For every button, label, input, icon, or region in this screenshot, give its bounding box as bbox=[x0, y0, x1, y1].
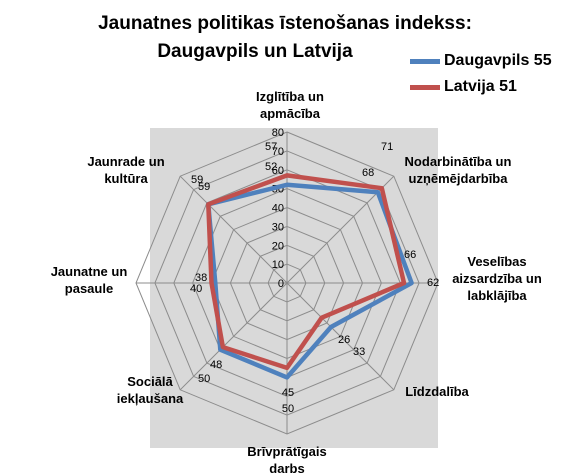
legend-label-latvija: Latvija 51 bbox=[444, 78, 517, 95]
tick-label: 30 bbox=[272, 221, 284, 233]
data-label-1-2: 62 bbox=[427, 277, 439, 289]
tick-label: 80 bbox=[272, 127, 284, 139]
category-label: Jaunatne un pasaule bbox=[51, 264, 128, 296]
legend-swatch-latvija bbox=[410, 84, 440, 90]
data-label-1-5: 48 bbox=[210, 359, 222, 371]
series-line-1 bbox=[206, 173, 407, 371]
data-label-0-2: 66 bbox=[404, 249, 416, 261]
grid-spoke bbox=[286, 282, 395, 391]
grid-spoke bbox=[179, 282, 288, 391]
data-label-1-3: 26 bbox=[338, 334, 350, 346]
chart-title: Jaunatnes politikas īstenošanas indekss:… bbox=[0, 10, 570, 66]
legend: Daugavpils 55 Latvija 51 bbox=[410, 48, 552, 100]
data-label-1-4: 45 bbox=[282, 387, 294, 399]
legend-entry-latvija: Latvija 51 bbox=[410, 74, 552, 100]
tick-label: 10 bbox=[272, 259, 284, 271]
tick-label: 40 bbox=[272, 203, 284, 215]
category-label: Veselības aizsardzība un labklājība bbox=[452, 254, 542, 303]
category-label-line: Sociālā bbox=[127, 374, 173, 389]
category-label: Izglītība un apmācība bbox=[256, 89, 324, 121]
grid-spoke bbox=[179, 175, 288, 284]
category-label-line: iekļaušana bbox=[117, 391, 184, 406]
legend-label-daugavpils: Daugavpils 55 bbox=[444, 52, 552, 69]
chart-subtitle: Daugavpils un Latvija bbox=[157, 41, 353, 62]
data-label-0-3: 33 bbox=[353, 346, 365, 358]
data-label-0-6: 38 bbox=[195, 272, 207, 284]
legend-swatch-daugavpils bbox=[410, 58, 440, 64]
category-label-line: Veselības bbox=[467, 254, 526, 269]
tick-label: 20 bbox=[272, 240, 284, 252]
data-label-1-7: 59 bbox=[191, 174, 203, 186]
tick-label: 60 bbox=[272, 165, 284, 177]
category-label-line: Jaunatne un bbox=[51, 264, 128, 279]
category-label-line: Jaunrade un bbox=[87, 154, 164, 169]
tick-label: 0 bbox=[278, 278, 284, 290]
category-label: Līdzdalība bbox=[405, 384, 469, 399]
category-label: Jaunrade un kultūra bbox=[87, 154, 164, 186]
category-label: Nodarbinātība un uzņēmējdarbība bbox=[405, 154, 512, 186]
category-label-line: Nodarbinātība un bbox=[405, 154, 512, 169]
data-label-0-4: 50 bbox=[282, 403, 294, 415]
chart-title-line1: Jaunatnes politikas īstenošanas indekss: bbox=[98, 13, 472, 34]
data-label-0-0: 52 bbox=[265, 161, 277, 173]
category-label-line: kultūra bbox=[104, 171, 148, 186]
category-label-line: darbs bbox=[269, 461, 304, 475]
data-label-0-5: 50 bbox=[198, 373, 210, 385]
category-label-line: Izglītība un bbox=[256, 89, 324, 104]
legend-entry-daugavpils: Daugavpils 55 bbox=[410, 48, 552, 74]
category-label-line: aizsardzība un bbox=[452, 271, 542, 286]
category-label-line: apmācība bbox=[260, 106, 321, 121]
data-label-1-0: 57 bbox=[265, 141, 277, 153]
category-label-line: labklājība bbox=[467, 288, 527, 303]
category-label-line: Brīvprātīgais bbox=[247, 444, 326, 459]
category-label-line: Līdzdalība bbox=[405, 384, 469, 399]
category-label-line: pasaule bbox=[65, 281, 113, 296]
tick-label: 70 bbox=[272, 146, 284, 158]
data-label-0-7: 59 bbox=[198, 181, 210, 193]
category-label: Brīvprātīgais darbs bbox=[247, 444, 326, 475]
category-label: Sociālā iekļaušana bbox=[117, 374, 184, 406]
data-label-1-1: 71 bbox=[381, 141, 393, 153]
category-label-line: uzņēmējdarbība bbox=[409, 171, 509, 186]
data-label-0-1: 68 bbox=[362, 167, 374, 179]
data-label-1-6: 40 bbox=[190, 283, 202, 295]
